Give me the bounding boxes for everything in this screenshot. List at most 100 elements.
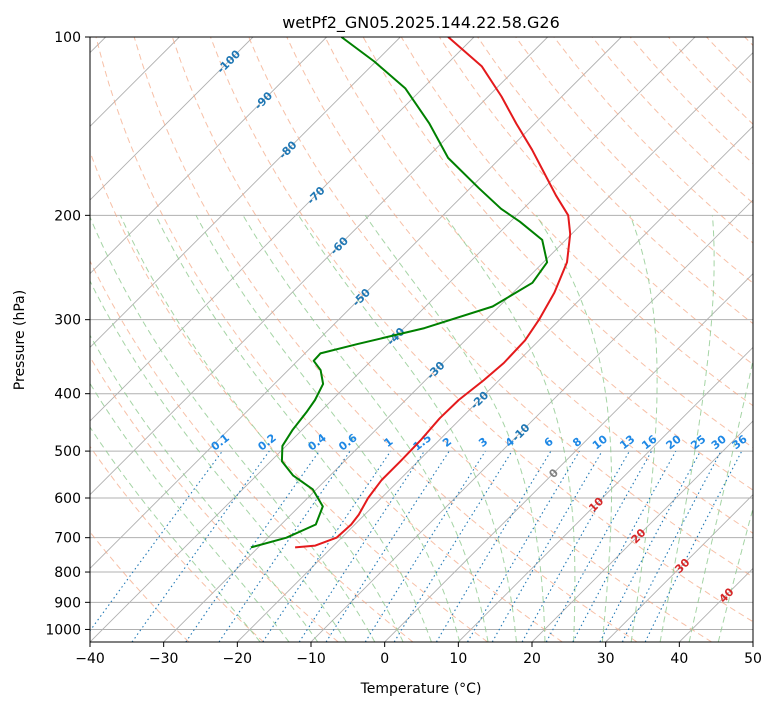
x-tick-label: 40 — [670, 651, 688, 667]
dry-adiabat-line — [438, 37, 753, 366]
isotherm-line — [679, 567, 753, 642]
dry-adiabat-line — [324, 37, 753, 491]
isotherm-line — [384, 273, 753, 642]
isotherm-line — [90, 37, 696, 642]
mixing-ratio-line — [644, 450, 743, 642]
y-tick-label: 100 — [54, 30, 81, 46]
mixing-ratio-line — [90, 450, 223, 632]
mixing-ratio-label: 0.6 — [336, 431, 360, 453]
isotherm-label: -70 — [304, 184, 327, 207]
profile-series — [250, 37, 572, 549]
moist-adiabat-line — [659, 215, 715, 642]
moist-adiabat-line — [90, 382, 290, 642]
mixing-ratio-label: 0.1 — [209, 431, 232, 453]
isotherm-label: -50 — [350, 286, 373, 309]
moist-adiabat-line — [119, 215, 404, 642]
isotherm-line — [90, 37, 401, 348]
mixing-ratio-line — [298, 450, 425, 642]
dry-adiabat-line — [248, 37, 753, 578]
mixing-ratio-line — [435, 450, 552, 642]
mixing-ratio-label: 0.4 — [305, 431, 329, 453]
y-tick-label: 200 — [54, 208, 81, 224]
y-axis: 100 200 300 400 500 600 700 800 900 1000 — [45, 30, 90, 638]
x-tick-label: −30 — [149, 651, 179, 667]
isotherm-line — [90, 37, 475, 422]
y-tick-label: 700 — [54, 531, 81, 547]
dry-adiabat-line — [515, 37, 753, 284]
mixing-ratio-line — [467, 450, 580, 642]
isotherm-label: 20 — [629, 526, 649, 546]
mixing-ratio-label: 10 — [590, 432, 610, 452]
dry-adiabat-line — [477, 37, 753, 325]
isotherm-line — [90, 37, 548, 496]
mixing-ratio-line — [131, 450, 270, 642]
dry-adiabat-line — [286, 37, 753, 534]
y-tick-label: 1000 — [45, 622, 81, 638]
dry-adiabat-line — [591, 37, 753, 204]
moist-adiabat-line — [90, 215, 376, 642]
x-tick-label: 50 — [744, 651, 762, 667]
y-tick-label: 600 — [54, 491, 81, 507]
x-tick-label: −10 — [296, 651, 326, 667]
moist-adiabat-line — [688, 358, 753, 642]
x-axis-title: Temperature (°C) — [360, 681, 482, 697]
mixing-ratio-line — [218, 450, 351, 642]
y-tick-label: 400 — [54, 387, 81, 403]
mixing-ratio-label: 6 — [542, 435, 556, 450]
dry-adiabat-line — [171, 37, 712, 642]
moist-adiabat-line — [364, 215, 546, 642]
moist-adiabat-line — [195, 215, 461, 642]
isotherm-label: 0 — [546, 466, 561, 481]
chart-title: wetPf2_GN05.2025.144.22.58.G26 — [282, 13, 560, 33]
isotherm-line — [458, 346, 753, 642]
mixing-ratio-label: 1.5 — [411, 431, 434, 453]
x-tick-label: 10 — [449, 651, 467, 667]
y-axis-title: Pressure (hPa) — [12, 290, 28, 390]
isotherm-label: 10 — [586, 494, 606, 514]
y-tick-label: 500 — [54, 444, 81, 460]
moist-adiabat-line — [242, 215, 489, 642]
mixing-ratio-line — [393, 450, 513, 642]
moist-adiabat-line — [90, 334, 319, 642]
mixing-ratio-line — [364, 450, 486, 642]
mixing-ratio-line — [599, 450, 701, 642]
isotherm-label: -60 — [328, 234, 351, 257]
isotherm-label: -20 — [468, 389, 491, 412]
isotherm-label: -30 — [424, 359, 447, 382]
dry-adiabat-line — [90, 150, 488, 642]
moist-adiabat-line — [629, 215, 658, 642]
background-lines — [90, 37, 753, 642]
y-tick-label: 800 — [54, 565, 81, 581]
mixing-ratio-label: 8 — [570, 435, 584, 450]
moist-adiabat-line — [717, 506, 753, 642]
mixing-ratio-label: 3 — [476, 435, 490, 450]
moist-adiabat-line — [444, 215, 576, 642]
dry-adiabat-line — [95, 37, 563, 642]
isotherm-line — [531, 420, 753, 642]
x-tick-label: 20 — [523, 651, 541, 667]
dry-adiabat-line — [668, 37, 753, 125]
isotherm-label: -90 — [252, 89, 275, 112]
moist-adiabat-line — [90, 426, 261, 642]
mixing-ratio-line — [325, 450, 450, 642]
mixing-ratio-label: 1 — [382, 435, 396, 450]
isotherm-line — [605, 494, 753, 642]
moist-adiabat-line — [298, 215, 517, 642]
mixing-ratio-line — [185, 450, 320, 642]
isotherm-line — [90, 37, 622, 569]
dry-adiabat-line — [90, 531, 190, 642]
mixing-ratio-line — [545, 450, 653, 642]
mixing-ratio-label: 13 — [617, 433, 637, 453]
dry-adiabat-line — [706, 37, 753, 86]
x-tick-label: −20 — [223, 651, 253, 667]
isotherm-line — [90, 37, 327, 275]
moist-adiabat-line — [155, 215, 432, 642]
isotherm-line — [237, 125, 753, 642]
y-tick-label: 900 — [54, 595, 81, 611]
dry-adiabat-line — [90, 356, 339, 642]
mixing-ratio-label: 0.2 — [255, 431, 278, 453]
isotherm-label: -100 — [215, 47, 244, 76]
isotherm-label: -80 — [276, 138, 299, 161]
